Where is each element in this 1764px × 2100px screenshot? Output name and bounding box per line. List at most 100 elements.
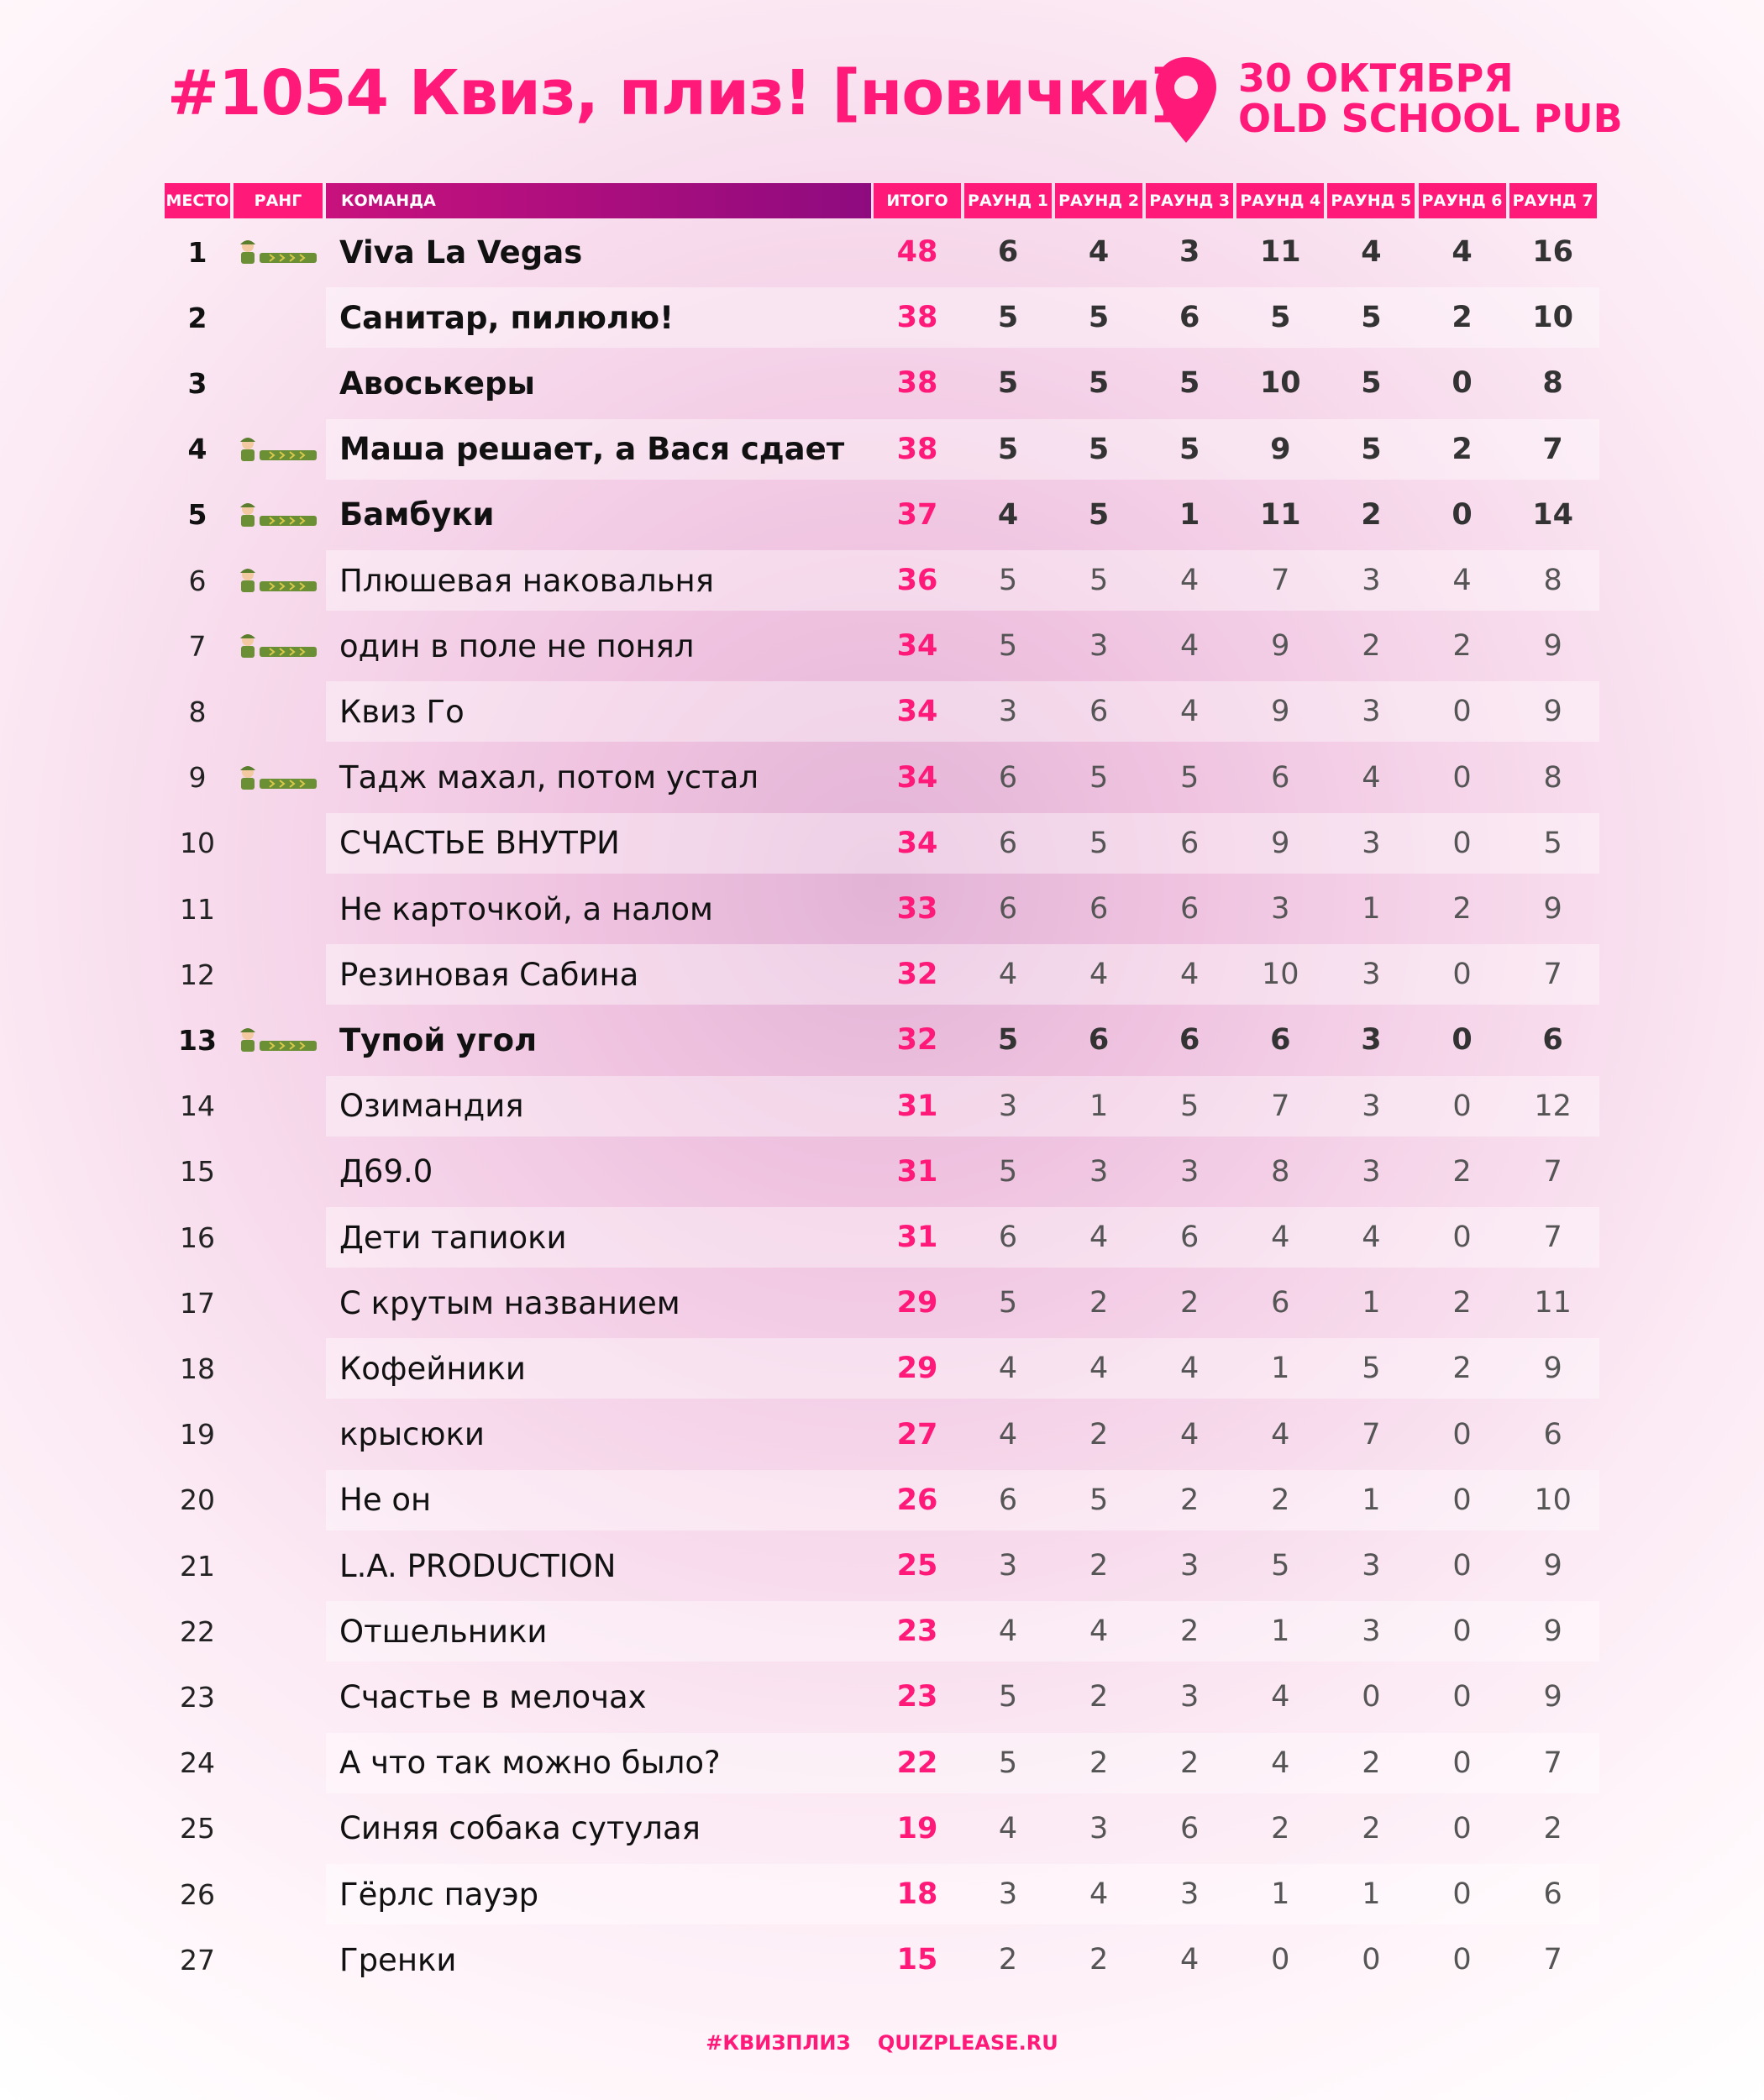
place: 15: [180, 1155, 215, 1189]
round-score: 10: [1262, 958, 1299, 992]
round-score: 4: [997, 497, 1019, 532]
place: 14: [180, 1089, 215, 1123]
round-score: 3: [1271, 892, 1290, 926]
round-score: 3: [1362, 1154, 1381, 1189]
rank-badge: [234, 222, 323, 282]
row-band: [326, 418, 1599, 480]
round-score: 9: [1543, 892, 1562, 926]
round-score: 2: [1089, 1746, 1109, 1780]
round-score: 5: [1088, 432, 1110, 466]
rank-icon: [240, 240, 317, 264]
round-score: 2: [1362, 629, 1381, 664]
round-score: 5: [1361, 366, 1382, 401]
row-band: [326, 1732, 1599, 1793]
row-band: [326, 1864, 1599, 1924]
round-score: 2: [1543, 1811, 1562, 1845]
place: 6: [188, 564, 207, 597]
place: 21: [180, 1549, 215, 1583]
round-score: 6: [1089, 695, 1109, 729]
round-score: 2: [1361, 497, 1382, 532]
round-score: 4: [1271, 1746, 1290, 1780]
round-score: 8: [1271, 1154, 1290, 1189]
round-score: 6: [1180, 892, 1200, 926]
round-score: 2: [1362, 1746, 1381, 1780]
team-name: Кофейники: [339, 1350, 526, 1387]
round-score: 5: [998, 1154, 1018, 1189]
column-header: РАУНД 1: [964, 183, 1052, 218]
round-score: 5: [1089, 760, 1109, 795]
location-pin: [1156, 57, 1216, 143]
total: 19: [896, 1811, 938, 1845]
column-header: КОМАНДА: [326, 183, 871, 218]
team-name: Тупой угол: [339, 1021, 538, 1058]
place: 18: [180, 1352, 215, 1385]
place: 25: [180, 1812, 215, 1845]
round-score: 9: [1543, 1614, 1562, 1649]
date: 30 ОКТЯБРЯ: [1238, 55, 1514, 101]
hashtag: #КВИЗПЛИЗ: [706, 2031, 851, 2055]
round-score: 4: [1361, 235, 1382, 269]
rank-badge: [234, 550, 323, 611]
rank-badge: [234, 1010, 323, 1070]
round-score: 10: [1534, 1483, 1572, 1517]
row-band: [326, 681, 1599, 743]
round-score: 2: [1089, 1549, 1109, 1583]
total: 29: [896, 1286, 938, 1320]
round-score: 9: [1543, 695, 1562, 729]
round-score: 2: [998, 1943, 1018, 1977]
total: 31: [896, 1089, 938, 1123]
round-score: 4: [1271, 1221, 1290, 1254]
round-score: 9: [1271, 629, 1290, 664]
team-name: один в поле не понял: [339, 627, 695, 664]
team-name: Плюшевая наковальня: [339, 562, 714, 599]
round-score: 0: [1452, 826, 1472, 860]
place: 9: [188, 761, 207, 795]
total: 37: [896, 497, 938, 532]
team-name: Бамбуки: [339, 496, 495, 533]
round-score: 2: [1180, 1746, 1200, 1780]
place: 24: [180, 1746, 215, 1780]
total: 26: [896, 1483, 938, 1517]
round-score: 5: [1089, 564, 1109, 597]
round-score: 5: [1180, 1089, 1200, 1123]
place: 12: [180, 958, 215, 991]
team-name: С крутым названием: [339, 1284, 680, 1321]
team-name: А что так можно было?: [339, 1745, 721, 1782]
round-score: 6: [1542, 1023, 1563, 1058]
round-score: 3: [1361, 1023, 1382, 1058]
total: 25: [896, 1549, 938, 1583]
place: 20: [180, 1483, 215, 1517]
round-score: 9: [1270, 432, 1291, 466]
round-score: 6: [1089, 892, 1109, 926]
round-score: 0: [1452, 1417, 1472, 1452]
round-score: 4: [1089, 1221, 1109, 1254]
round-score: 5: [1089, 1483, 1109, 1517]
round-score: 1: [1271, 1614, 1290, 1649]
total: 38: [896, 301, 938, 335]
column-header: РАУНД 4: [1236, 183, 1325, 218]
place: 19: [180, 1418, 215, 1452]
total: 31: [896, 1221, 938, 1254]
round-score: 2: [1180, 1483, 1200, 1517]
total: 34: [896, 695, 938, 729]
round-score: 2: [1452, 432, 1473, 466]
round-score: 1: [1362, 1483, 1381, 1517]
place: 4: [187, 433, 207, 466]
round-score: 3: [1362, 1089, 1381, 1123]
round-score: 2: [1271, 1811, 1290, 1845]
round-score: 9: [1271, 695, 1290, 729]
place: 26: [180, 1877, 215, 1911]
round-score: 5: [1088, 497, 1110, 532]
round-score: 0: [1452, 1483, 1472, 1517]
round-score: 4: [1452, 564, 1472, 597]
round-score: 7: [1543, 1746, 1562, 1780]
team-name: крысюки: [339, 1416, 485, 1453]
place: 1: [187, 235, 207, 269]
total: 22: [896, 1746, 938, 1780]
place: 11: [180, 892, 215, 926]
round-score: 3: [1089, 629, 1109, 664]
round-score: 7: [1543, 1943, 1562, 1977]
team-name: Не карточкой, а налом: [339, 890, 713, 927]
